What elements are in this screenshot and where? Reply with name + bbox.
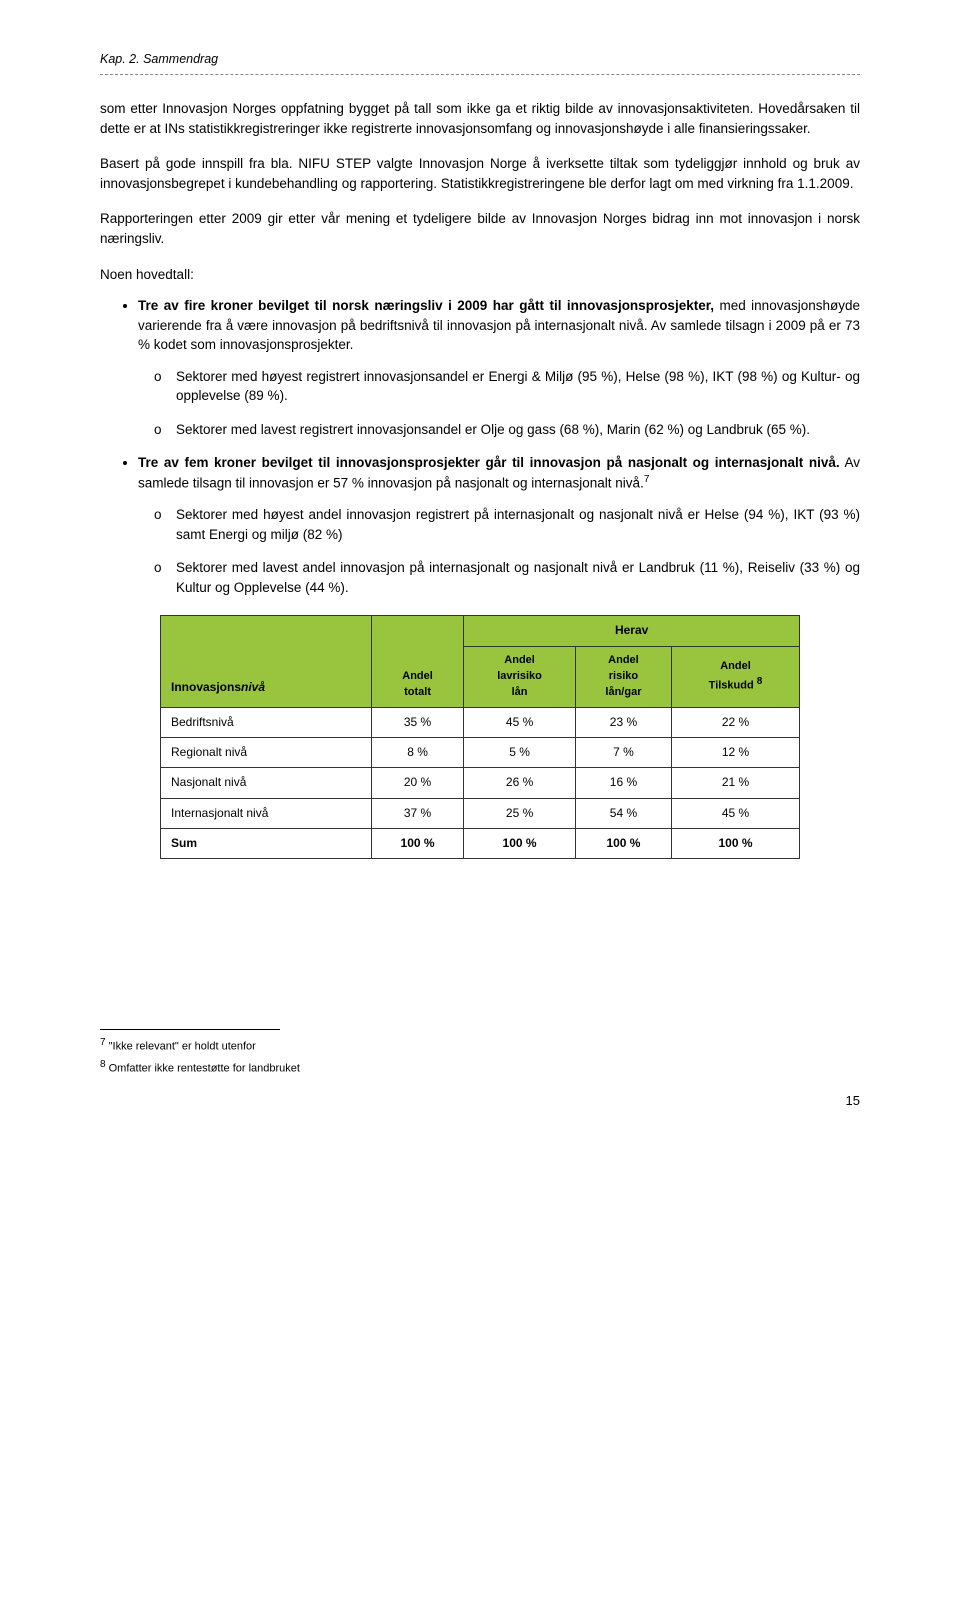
col-til-l2: Tilskudd <box>709 679 754 691</box>
cell: 100 % <box>464 829 576 859</box>
cell: 45 % <box>464 707 576 737</box>
col-header-risiko: Andel risiko lån/gar <box>575 646 671 707</box>
corner-label-pre: Innovasjons <box>171 680 241 694</box>
table-row: Bedriftsnivå 35 % 45 % 23 % 22 % <box>161 707 800 737</box>
cell: 100 % <box>672 829 800 859</box>
table-row: Regionalt nivå 8 % 5 % 7 % 12 % <box>161 737 800 767</box>
col-ris-l1: Andel <box>608 654 639 666</box>
sub-item-2a: Sektorer med høyest andel innovasjon reg… <box>176 505 860 544</box>
bullet-1-bold: Tre av fire kroner bevilget til norsk næ… <box>138 298 714 313</box>
corner-label-em: nivå <box>241 680 265 694</box>
col-header-totalt: Andel totalt <box>371 616 463 707</box>
cell: 100 % <box>575 829 671 859</box>
row-label: Bedriftsnivå <box>161 707 372 737</box>
bullet-list: Tre av fire kroner bevilget til norsk næ… <box>100 296 860 597</box>
paragraph-3: Rapporteringen etter 2009 gir etter vår … <box>100 209 860 248</box>
table-row: Nasjonalt nivå 20 % 26 % 16 % 21 % <box>161 768 800 798</box>
cell: 20 % <box>371 768 463 798</box>
cell: 26 % <box>464 768 576 798</box>
chapter-header: Kap. 2. Sammendrag <box>100 50 860 68</box>
sub-list-2: Sektorer med høyest andel innovasjon reg… <box>138 505 860 597</box>
sub-item-1a: Sektorer med høyest registrert innovasjo… <box>176 367 860 406</box>
footnote-ref-7: 7 <box>644 474 650 485</box>
fn8-text: Omfatter ikke rentestøtte for landbruket <box>106 1063 300 1075</box>
col-totalt-l1: Andel <box>402 670 433 682</box>
subheading: Noen hovedtall: <box>100 265 860 285</box>
footnote-7: 7 "Ikke relevant" er holdt utenfor <box>100 1036 860 1056</box>
footnote-8: 8 Omfatter ikke rentestøtte for landbruk… <box>100 1058 860 1078</box>
cell: 54 % <box>575 798 671 828</box>
footnote-ref-8: 8 <box>757 676 763 687</box>
col-totalt-l2: totalt <box>404 686 431 698</box>
col-ris-l3: lån/gar <box>605 686 641 698</box>
data-table-wrap: Innovasjonsnivå Andel totalt Herav Andel… <box>160 615 800 859</box>
fn7-text: "Ikke relevant" er holdt utenfor <box>106 1041 256 1053</box>
header-divider <box>100 74 860 75</box>
col-header-lavrisiko: Andel lavrisiko lån <box>464 646 576 707</box>
cell: 25 % <box>464 798 576 828</box>
col-lav-l2: lavrisiko <box>497 670 542 682</box>
cell: 100 % <box>371 829 463 859</box>
sub-list-1: Sektorer med høyest registrert innovasjo… <box>138 367 860 440</box>
paragraph-1: som etter Innovasjon Norges oppfatning b… <box>100 99 860 138</box>
table-row-sum: Sum 100 % 100 % 100 % 100 % <box>161 829 800 859</box>
col-til-l1: Andel <box>720 660 751 672</box>
col-ris-l2: risiko <box>609 670 638 682</box>
page-number: 15 <box>100 1092 860 1111</box>
cell: 16 % <box>575 768 671 798</box>
sub-item-2b: Sektorer med lavest andel innovasjon på … <box>176 558 860 597</box>
col-header-herav: Herav <box>464 616 800 646</box>
cell: 22 % <box>672 707 800 737</box>
cell: 23 % <box>575 707 671 737</box>
cell: 45 % <box>672 798 800 828</box>
table-corner-header: Innovasjonsnivå <box>161 616 372 707</box>
cell: 12 % <box>672 737 800 767</box>
bullet-item-2: Tre av fem kroner bevilget til innovasjo… <box>138 453 860 597</box>
cell: 35 % <box>371 707 463 737</box>
table-body: Bedriftsnivå 35 % 45 % 23 % 22 % Regiona… <box>161 707 800 859</box>
bullet-item-1: Tre av fire kroner bevilget til norsk næ… <box>138 296 860 439</box>
row-label: Nasjonalt nivå <box>161 768 372 798</box>
cell: 21 % <box>672 768 800 798</box>
footnote-separator <box>100 1029 280 1030</box>
col-lav-l3: lån <box>512 686 528 698</box>
innovation-level-table: Innovasjonsnivå Andel totalt Herav Andel… <box>160 615 800 859</box>
row-label: Regionalt nivå <box>161 737 372 767</box>
table-row: Internasjonalt nivå 37 % 25 % 54 % 45 % <box>161 798 800 828</box>
row-label: Sum <box>161 829 372 859</box>
paragraph-2: Basert på gode innspill fra bla. NIFU ST… <box>100 154 860 193</box>
cell: 7 % <box>575 737 671 767</box>
col-lav-l1: Andel <box>504 654 535 666</box>
bullet-2-bold: Tre av fem kroner bevilget til innovasjo… <box>138 455 840 470</box>
col-header-tilskudd: Andel Tilskudd 8 <box>672 646 800 707</box>
sub-item-1b: Sektorer med lavest registrert innovasjo… <box>176 420 860 440</box>
cell: 37 % <box>371 798 463 828</box>
row-label: Internasjonalt nivå <box>161 798 372 828</box>
cell: 5 % <box>464 737 576 767</box>
cell: 8 % <box>371 737 463 767</box>
